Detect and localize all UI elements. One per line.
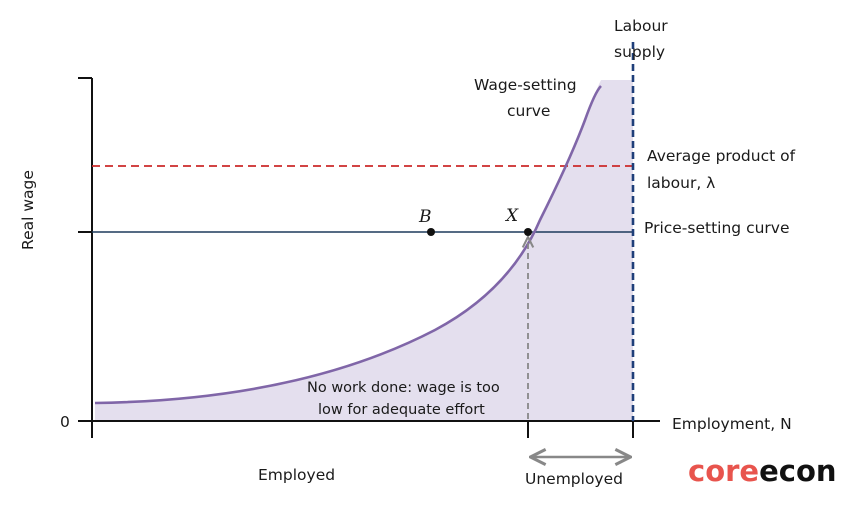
wage-setting-label-line1: Wage-setting xyxy=(474,76,577,94)
coreecon-logo: coreecon xyxy=(688,454,837,488)
unemployed-label: Unemployed xyxy=(525,470,623,488)
point-b-marker xyxy=(427,228,435,236)
labour-supply-label-line2: supply xyxy=(614,43,665,61)
point-b-label: B xyxy=(418,207,432,227)
origin-label: 0 xyxy=(60,413,70,431)
svg-text:coreecon: coreecon xyxy=(688,454,837,488)
x-axis-label: Employment, N xyxy=(672,415,792,433)
no-work-note-line2: low for adequate effort xyxy=(318,402,485,418)
labour-supply-label-line1: Labour xyxy=(614,17,668,35)
price-setting-label: Price-setting curve xyxy=(644,219,790,237)
average-product-label-line1: Average product of xyxy=(647,147,796,165)
point-x-label: X xyxy=(504,206,519,226)
no-work-shaded-region xyxy=(95,80,633,421)
logo-core-text: core xyxy=(688,454,759,488)
y-axis-label: Real wage xyxy=(19,170,37,250)
average-product-label-line2: labour, λ xyxy=(647,174,715,192)
employed-label: Employed xyxy=(258,466,335,484)
no-work-note-line1: No work done: wage is too xyxy=(307,380,500,396)
point-x-marker xyxy=(524,228,532,236)
logo-econ-text: econ xyxy=(759,454,836,488)
wage-setting-curve xyxy=(94,85,602,405)
wage-setting-label-line2: curve xyxy=(507,102,550,120)
